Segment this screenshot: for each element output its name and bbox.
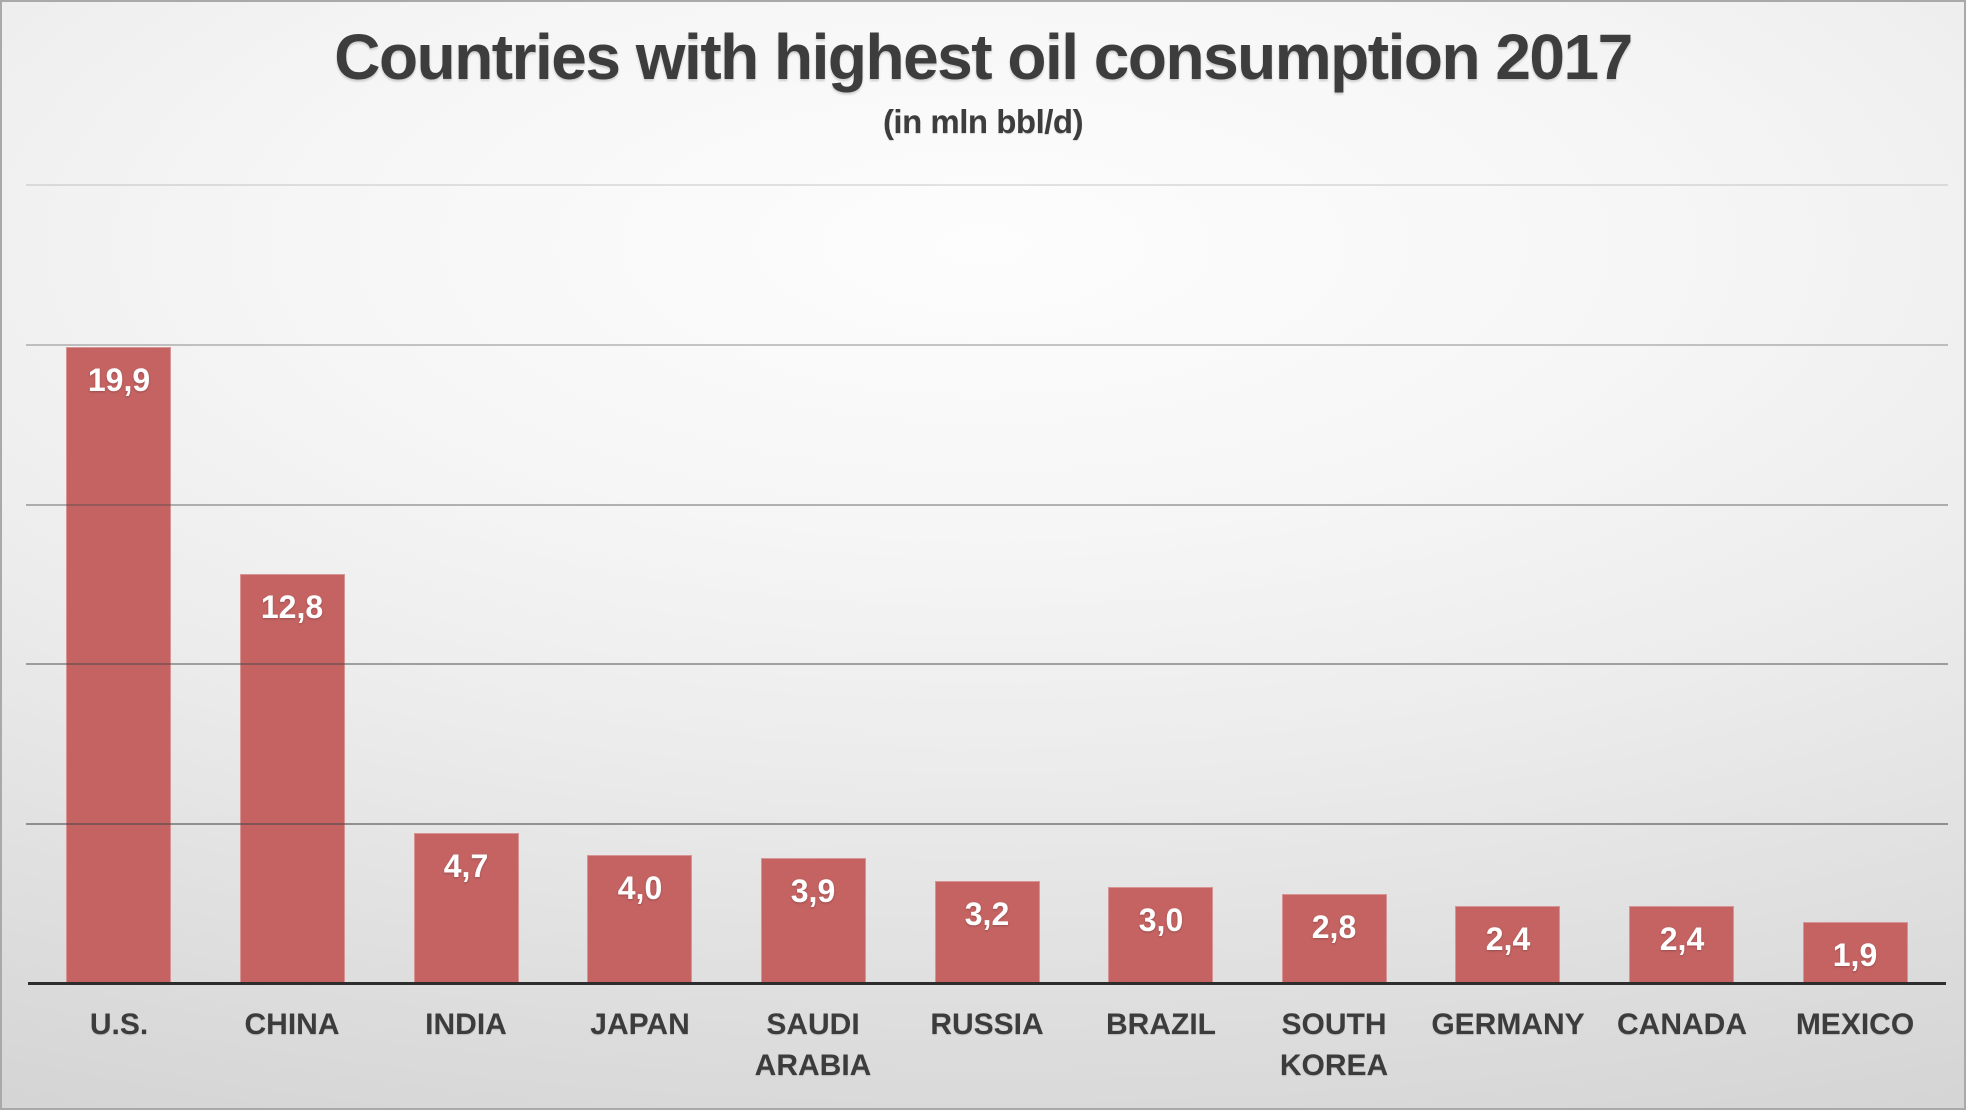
chart-subtitle: (in mln bbl/d) bbox=[882, 103, 1084, 140]
bar-value-label: 12,8 bbox=[260, 589, 324, 625]
bar-value-label: 2,4 bbox=[1659, 921, 1705, 957]
y-gridline bbox=[26, 823, 1948, 825]
y-gridline bbox=[26, 504, 1948, 506]
bar-germany bbox=[1455, 906, 1560, 983]
bar-india bbox=[414, 833, 519, 983]
category-label-japan: JAPAN bbox=[590, 1008, 690, 1041]
bar-value-label: 3,2 bbox=[964, 896, 1010, 932]
category-label-south-korea: SOUTH KOREA bbox=[1279, 1008, 1389, 1082]
bar-canada bbox=[1629, 906, 1734, 983]
bar-brazil bbox=[1108, 887, 1213, 983]
category-label-saudi-arabia: SAUDI ARABIA bbox=[754, 1008, 872, 1082]
chart-title: Countries with highest oil consumption 2… bbox=[334, 21, 1633, 93]
category-label-mexico: MEXICO bbox=[1795, 1008, 1915, 1041]
bar-value-label: 19,9 bbox=[87, 362, 151, 398]
bar-value-label: 4,7 bbox=[443, 848, 489, 884]
bar-japan bbox=[587, 855, 692, 983]
bar-value-label: 3,0 bbox=[1138, 902, 1184, 938]
bar-china bbox=[240, 574, 345, 983]
bar-value-label: 2,4 bbox=[1485, 921, 1531, 957]
bar-russia bbox=[935, 881, 1040, 983]
x-axis-line bbox=[28, 982, 1946, 985]
bar-value-label: 1,9 bbox=[1832, 937, 1878, 973]
category-label-canada: CANADA bbox=[1617, 1008, 1747, 1041]
y-gridline bbox=[26, 184, 1948, 186]
category-label-china: CHINA bbox=[244, 1008, 340, 1041]
bar-saudi-arabia bbox=[761, 858, 866, 983]
bar-value-label: 2,8 bbox=[1311, 909, 1357, 945]
bar-value-label: 4,0 bbox=[617, 870, 663, 906]
y-gridline bbox=[26, 663, 1948, 665]
bar-value-label: 3,9 bbox=[790, 873, 836, 909]
category-label-india: INDIA bbox=[425, 1008, 507, 1041]
category-label-brazil: BRAZIL bbox=[1106, 1008, 1216, 1041]
category-label-u-s: U.S. bbox=[89, 1008, 149, 1041]
bar-south-korea bbox=[1282, 894, 1387, 983]
category-label-russia: RUSSIA bbox=[930, 1008, 1044, 1041]
bar-mexico bbox=[1803, 922, 1908, 983]
category-label-germany: GERMANY bbox=[1431, 1008, 1585, 1041]
bar-u-s bbox=[66, 347, 171, 983]
y-gridline bbox=[26, 344, 1948, 346]
